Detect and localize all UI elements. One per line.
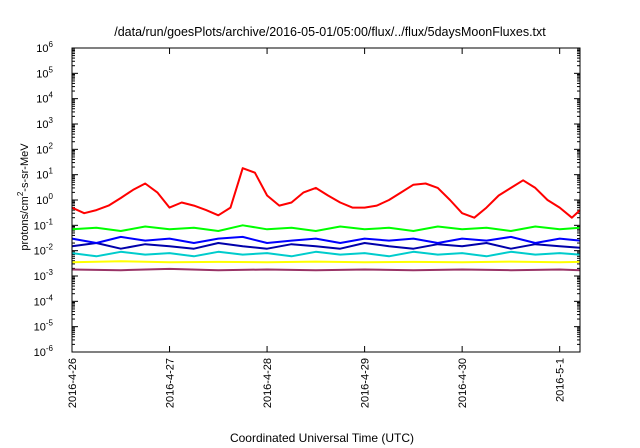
series-line (71, 235, 581, 244)
y-tick-label: 103 (36, 116, 53, 131)
y-axis-label-sup: 2 (16, 191, 25, 196)
y-axis-label-prefix: protons/cm (19, 196, 31, 250)
x-axis-label: Coordinated Universal Time (UTC) (230, 431, 414, 445)
series-line (71, 224, 581, 232)
series-line (71, 250, 581, 258)
y-tick-label: 102 (36, 141, 53, 156)
y-tick-label: 104 (36, 91, 53, 106)
x-axis: 2016-4-26 2016-4-27 2016-4-28 2016-4-29 2016… (67, 48, 567, 408)
y-axis: 10-6 10-5 10-4 10-3 10-2 10-1 100 101 102 103 104 1… (34, 40, 580, 359)
plot-series (71, 167, 581, 272)
series-line (71, 267, 581, 272)
y-tick-label: 101 (36, 167, 53, 182)
series-line (71, 242, 581, 250)
y-axis-label-suffix: -s-sr-MeV (19, 143, 31, 192)
x-tick-label: 2016-4-29 (360, 358, 372, 408)
y-axis-label: protons/cm2-s-sr-MeV (16, 143, 31, 251)
x-tick-label: 2016-4-28 (262, 358, 274, 408)
y-tick-label: 100 (36, 192, 53, 207)
y-tick-label: 10-1 (34, 217, 54, 232)
series-line (71, 167, 581, 219)
plot-frame (71, 47, 581, 353)
chart-title: /data/run/goesPlots/archive/2016-05-01/0… (114, 25, 546, 39)
series-line (71, 260, 581, 264)
y-tick-label: 105 (36, 65, 53, 80)
y-tick-label: 10-5 (34, 319, 54, 334)
y-tick-label: 10-2 (34, 243, 54, 258)
x-tick-label: 2016-4-27 (165, 358, 177, 408)
y-tick-label: 10-3 (34, 268, 54, 283)
x-tick-label: 2016-4-30 (457, 358, 469, 408)
y-tick-label: 10-6 (34, 344, 54, 359)
x-tick-label: 2016-5-1 (555, 358, 567, 402)
y-tick-label: 106 (36, 40, 53, 55)
y-tick-label: 10-4 (34, 293, 54, 308)
x-tick-label: 2016-4-26 (67, 358, 79, 408)
